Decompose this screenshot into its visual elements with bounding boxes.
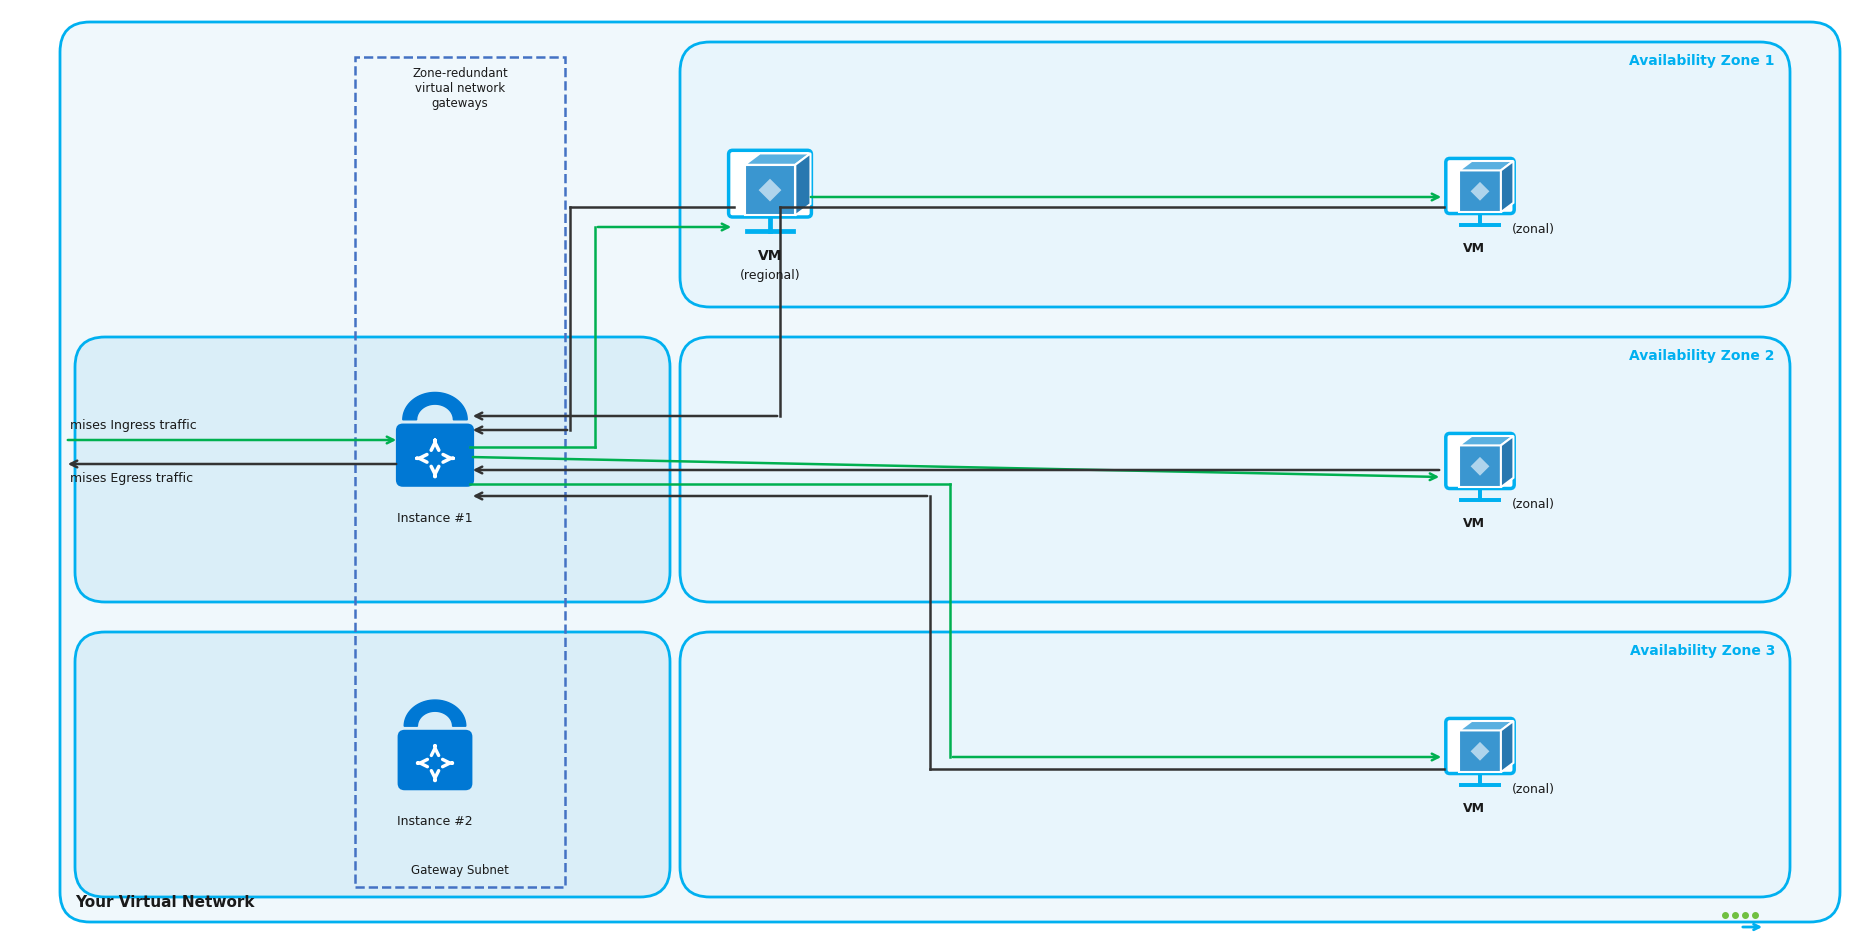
Polygon shape [796,153,811,215]
Polygon shape [1459,730,1500,772]
FancyBboxPatch shape [680,632,1791,897]
Text: mises Ingress traffic: mises Ingress traffic [69,419,197,432]
Polygon shape [1500,161,1513,212]
FancyBboxPatch shape [60,22,1839,922]
FancyBboxPatch shape [75,632,671,897]
FancyBboxPatch shape [729,150,811,217]
Polygon shape [1459,436,1513,446]
Text: (zonal): (zonal) [1512,783,1555,796]
Text: VM: VM [1463,242,1485,255]
Text: VM: VM [759,249,783,263]
Polygon shape [405,700,466,726]
Polygon shape [1459,446,1500,487]
Polygon shape [1470,457,1489,476]
Text: VM: VM [1463,517,1485,530]
Polygon shape [1459,170,1500,212]
FancyBboxPatch shape [1446,158,1513,213]
FancyBboxPatch shape [1446,433,1513,488]
FancyBboxPatch shape [75,337,671,602]
FancyBboxPatch shape [397,730,472,790]
Text: Your Virtual Network: Your Virtual Network [75,895,255,910]
Text: Instance #2: Instance #2 [397,815,472,828]
Text: Availability Zone 1: Availability Zone 1 [1630,54,1776,68]
Text: (regional): (regional) [740,269,800,282]
Polygon shape [1470,742,1489,761]
FancyBboxPatch shape [395,424,474,486]
Polygon shape [745,153,811,165]
Polygon shape [1459,161,1513,170]
Text: Zone-redundant
virtual network
gateways: Zone-redundant virtual network gateways [412,67,508,110]
Polygon shape [1500,721,1513,772]
Polygon shape [403,392,466,420]
Polygon shape [1470,182,1489,201]
Text: Instance #1: Instance #1 [397,512,472,525]
Text: (zonal): (zonal) [1512,498,1555,510]
FancyBboxPatch shape [680,42,1791,307]
Text: mises Egress traffic: mises Egress traffic [69,472,193,485]
Text: VM: VM [1463,802,1485,815]
Polygon shape [1500,436,1513,487]
Polygon shape [1459,721,1513,730]
Text: Availability Zone 3: Availability Zone 3 [1630,644,1776,658]
Text: Availability Zone 2: Availability Zone 2 [1630,349,1776,363]
FancyBboxPatch shape [1446,719,1513,774]
FancyBboxPatch shape [680,337,1791,602]
Text: (zonal): (zonal) [1512,223,1555,235]
Text: Gateway Subnet: Gateway Subnet [410,864,509,877]
Polygon shape [745,165,796,215]
Bar [356,57,566,887]
Polygon shape [759,179,781,202]
